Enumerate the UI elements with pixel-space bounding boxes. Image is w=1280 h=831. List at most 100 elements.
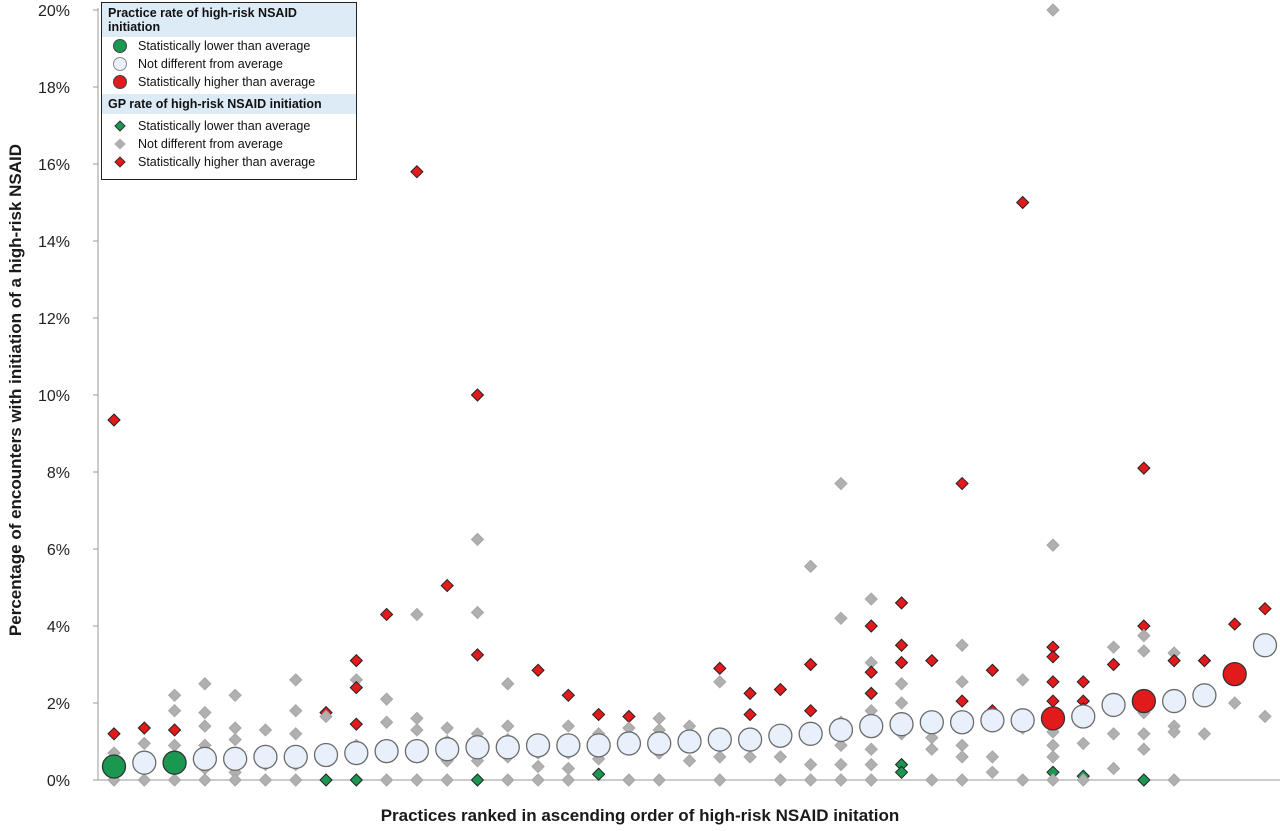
gp-point bbox=[894, 638, 909, 652]
gp-point bbox=[622, 709, 636, 724]
gp-point bbox=[955, 638, 969, 652]
gp-point bbox=[561, 761, 576, 776]
gp-point bbox=[1046, 675, 1060, 689]
gp-point bbox=[1167, 773, 1181, 787]
gp-point bbox=[591, 767, 606, 781]
gp-point bbox=[743, 707, 757, 722]
y-tick-label: 2% bbox=[47, 696, 70, 713]
gp-point bbox=[167, 703, 182, 718]
legend-gp-average: Not different from average bbox=[102, 135, 356, 153]
gp-point bbox=[289, 773, 303, 787]
legend-gp-title: GP rate of high-risk NSAID initiation bbox=[102, 94, 356, 114]
gp-point bbox=[1046, 738, 1060, 753]
gp-point bbox=[470, 773, 485, 787]
gp-point bbox=[379, 715, 394, 729]
practice-point bbox=[101, 754, 127, 779]
gp-point bbox=[440, 721, 454, 735]
gp-point bbox=[803, 773, 818, 787]
gp-point bbox=[1015, 195, 1030, 210]
gp-point bbox=[137, 721, 151, 735]
gp-point bbox=[864, 742, 878, 756]
practice-point bbox=[919, 710, 944, 735]
gp-point bbox=[864, 592, 878, 606]
gp-point bbox=[1197, 727, 1212, 741]
practice-point bbox=[859, 713, 884, 739]
gp-point bbox=[1228, 617, 1242, 631]
gp-point bbox=[803, 757, 818, 772]
gp-point bbox=[228, 688, 242, 703]
gp-point bbox=[894, 655, 909, 670]
gp-point bbox=[1046, 750, 1060, 764]
gp-point bbox=[1046, 3, 1060, 17]
red-circle-icon bbox=[113, 75, 127, 89]
gp-point bbox=[228, 721, 242, 735]
gp-point bbox=[258, 773, 273, 787]
gp-point bbox=[1106, 657, 1121, 672]
gp-point bbox=[955, 773, 969, 787]
legend-label: Statistically lower than average bbox=[138, 39, 311, 53]
y-tick-label: 4% bbox=[47, 619, 70, 636]
y-axis-title: Percentage of encounters with initiation… bbox=[6, 143, 25, 637]
practice-point bbox=[1101, 692, 1126, 718]
legend-label: Not different from average bbox=[138, 57, 283, 71]
practice-point bbox=[737, 727, 763, 752]
y-tick-label: 20% bbox=[38, 3, 70, 20]
gp-point bbox=[955, 750, 969, 764]
gp-point bbox=[1076, 675, 1090, 689]
gp-point bbox=[1137, 773, 1151, 787]
gp-point bbox=[864, 619, 878, 633]
gp-point bbox=[925, 742, 939, 756]
gp-point bbox=[773, 682, 788, 697]
gp-point bbox=[470, 532, 485, 547]
legend-gp-lower: Statistically lower than average bbox=[102, 117, 356, 135]
practice-point bbox=[192, 746, 218, 771]
practice-point bbox=[616, 731, 642, 756]
y-tick-label: 0% bbox=[47, 773, 70, 790]
gp-point bbox=[1137, 644, 1151, 658]
practice-point bbox=[1040, 706, 1066, 731]
gp-point bbox=[379, 692, 394, 706]
gp-point bbox=[289, 673, 303, 687]
gp-point bbox=[1106, 727, 1121, 741]
legend-label: Statistically lower than average bbox=[138, 119, 311, 133]
gp-point bbox=[410, 607, 424, 622]
gp-point bbox=[1076, 736, 1090, 751]
gp-point bbox=[319, 709, 333, 724]
y-tick-labels: 0% 2% 4% 6% 8% 10% 12% 14% 16% 18% 20% bbox=[38, 3, 98, 790]
gp-point bbox=[864, 665, 878, 679]
gp-point bbox=[894, 596, 909, 610]
legend-label: Statistically higher than average bbox=[138, 75, 316, 89]
practice-point bbox=[949, 710, 975, 735]
y-tick-label: 8% bbox=[47, 465, 70, 482]
practice-point bbox=[162, 750, 187, 775]
gp-point bbox=[410, 164, 424, 179]
practice-point bbox=[798, 721, 823, 746]
gp-point bbox=[1076, 773, 1090, 787]
gp-point bbox=[985, 765, 1000, 780]
practice-point bbox=[223, 746, 248, 771]
gp-point bbox=[470, 388, 485, 402]
practice-point bbox=[495, 735, 520, 760]
gp-point bbox=[1046, 773, 1060, 787]
legend: Practice rate of high-risk NSAID initiat… bbox=[101, 2, 357, 180]
y-axis-title-wrap: Percentage of encounters with initiation… bbox=[2, 0, 30, 780]
gp-point bbox=[1258, 709, 1272, 724]
gp-point bbox=[289, 703, 303, 718]
gp-point bbox=[1046, 694, 1060, 708]
gp-point bbox=[1137, 727, 1151, 741]
practice-point bbox=[1161, 688, 1187, 714]
legend-label: Statistically higher than average bbox=[138, 155, 316, 169]
gp-point bbox=[1046, 538, 1060, 552]
practice-point bbox=[707, 727, 732, 752]
gp-point bbox=[834, 611, 848, 626]
practice-point bbox=[556, 733, 581, 758]
gp-point bbox=[198, 719, 212, 733]
gp-point bbox=[652, 773, 666, 787]
practice-point bbox=[768, 723, 793, 748]
gp-point bbox=[319, 773, 333, 787]
gp-point bbox=[349, 680, 364, 695]
gp-point bbox=[864, 773, 878, 787]
gp-point bbox=[834, 476, 848, 491]
gp-point bbox=[803, 703, 818, 718]
